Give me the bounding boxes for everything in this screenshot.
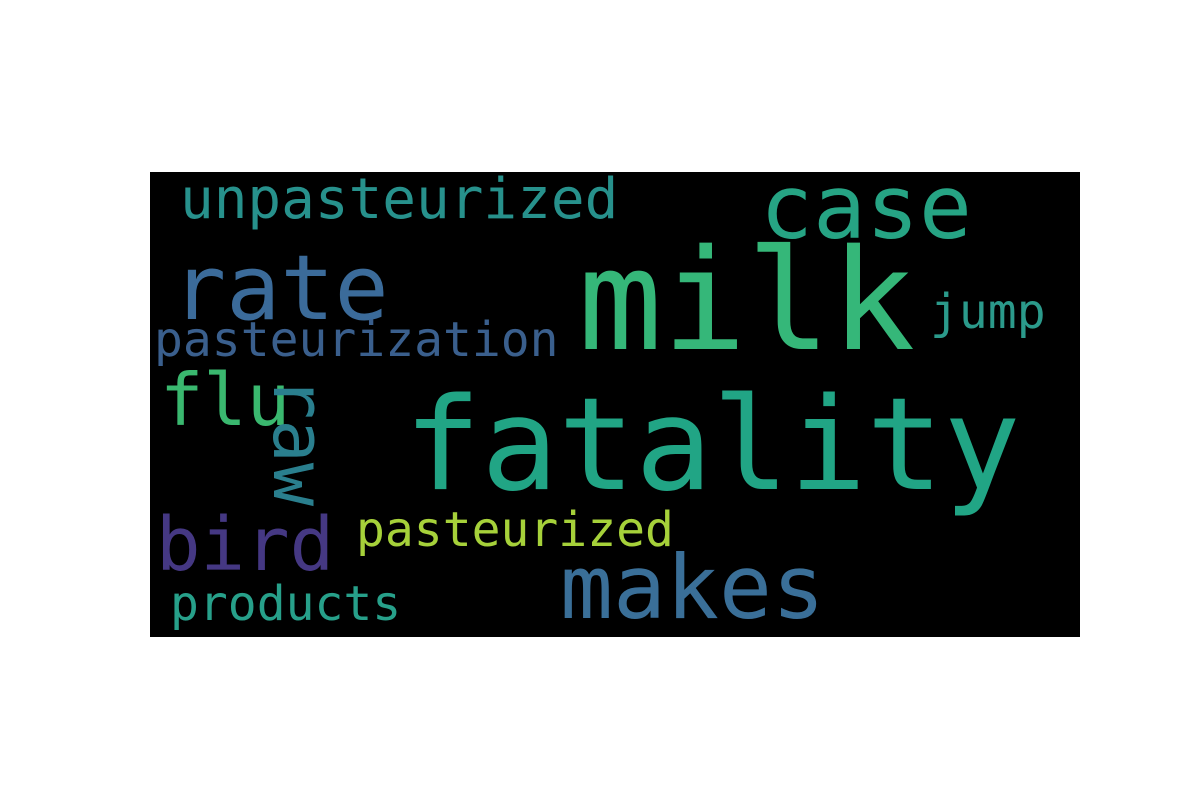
word-bird: bird <box>156 502 335 588</box>
word-raw: raw <box>257 376 341 507</box>
word-jump: jump <box>930 284 1046 340</box>
word-pasteurized: pasteurized <box>356 502 674 558</box>
word-products: products <box>170 576 402 632</box>
word-pasteurization: pasteurization <box>154 312 559 368</box>
word-makes: makes <box>560 536 825 637</box>
word-cloud: unpasteurized case rate milk jump pasteu… <box>150 172 1080 637</box>
word-rate: rate <box>172 236 389 341</box>
word-milk: milk <box>578 220 916 383</box>
word-case: case <box>760 172 972 259</box>
word-fatality: fatality <box>404 371 1021 520</box>
word-flu: flu <box>160 358 291 442</box>
word-unpasteurized: unpasteurized <box>180 172 619 232</box>
